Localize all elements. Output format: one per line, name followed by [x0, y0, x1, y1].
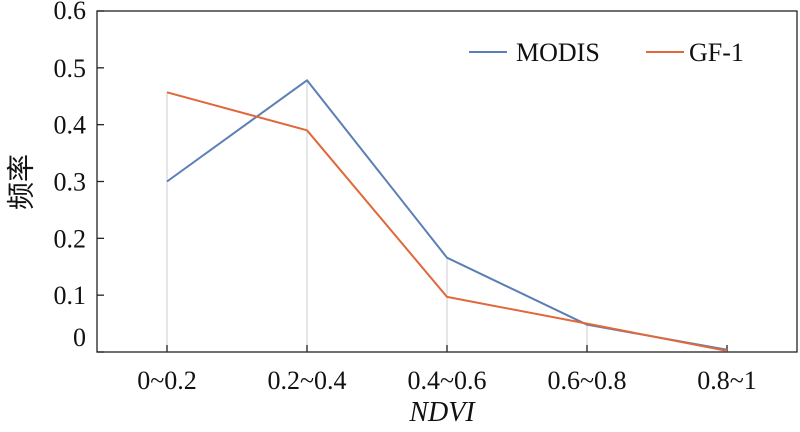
x-tick-label: 0.4~0.6: [407, 366, 486, 395]
x-axis: 0~0.2 0.2~0.4 0.4~0.6 0.6~0.8 0.8~1: [137, 345, 757, 395]
legend-label: MODIS: [516, 38, 600, 67]
y-tick-label: 0.2: [54, 224, 87, 253]
x-tick-label: 0.2~0.4: [267, 366, 346, 395]
y-tick-label: 0: [73, 323, 86, 352]
x-tick-label: 0.6~0.8: [547, 366, 626, 395]
series-lines: [166, 79, 728, 352]
legend-label: GF-1: [689, 38, 744, 67]
y-tick-label: 0.1: [54, 281, 87, 310]
x-tick-label: 0.8~1: [697, 366, 757, 395]
y-tick-label: 0.5: [54, 54, 87, 83]
y-tick-label: 0.3: [54, 168, 87, 197]
y-axis-title: 频率: [5, 154, 37, 210]
y-axis: 0 0.1 0.2 0.3 0.4 0.5 0.6: [54, 0, 104, 353]
x-tick-label: 0~0.2: [137, 366, 197, 395]
legend: MODIS GF-1: [469, 38, 744, 67]
series-line-gf-1: [166, 91, 728, 352]
x-axis-title: NDVI: [408, 397, 476, 428]
y-tick-label: 0.6: [54, 0, 87, 25]
y-tick-label: 0.4: [54, 111, 87, 140]
